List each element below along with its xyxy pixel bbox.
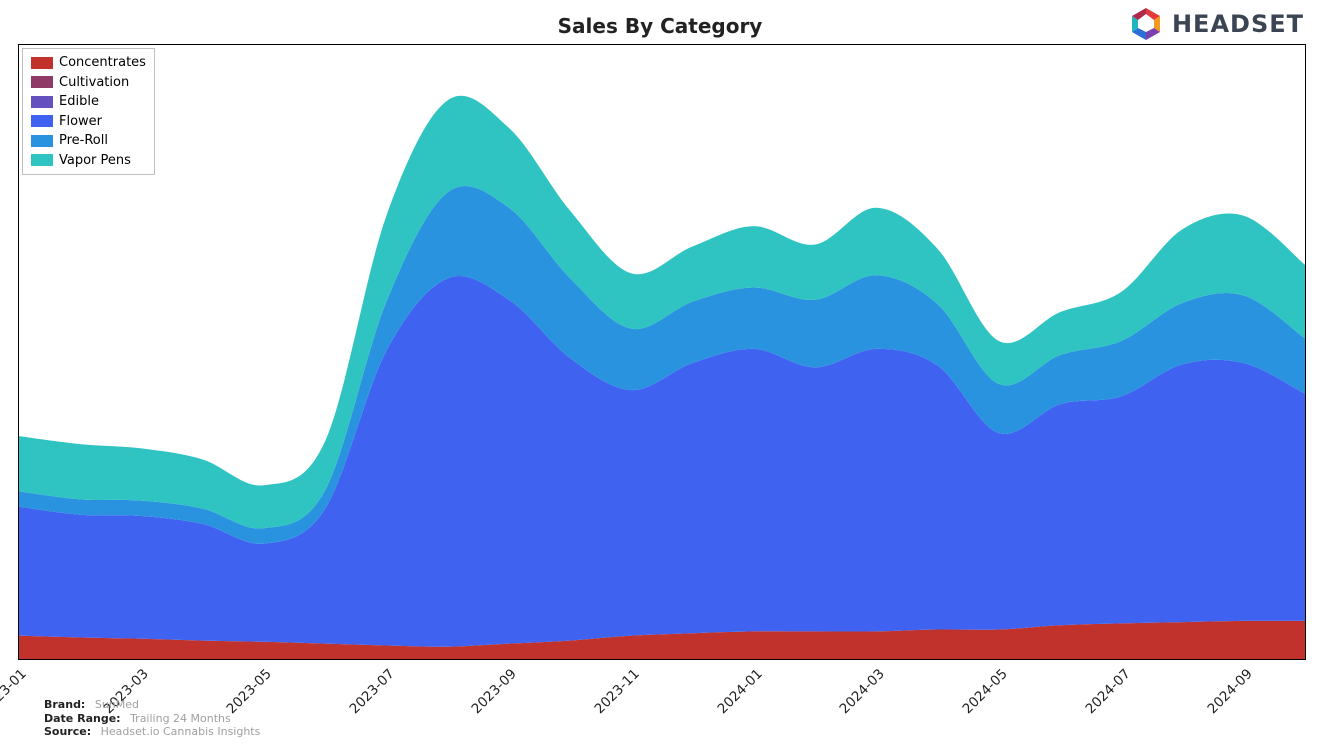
footer-brand-label: Brand: xyxy=(44,698,85,711)
legend-item-pre-roll: Pre-Roll xyxy=(31,131,146,151)
brand-logo-text: HEADSET xyxy=(1172,10,1304,38)
legend-label: Cultivation xyxy=(59,73,129,93)
legend-swatch xyxy=(31,154,53,166)
x-axis-label: 2024-05 xyxy=(959,666,1010,717)
footer-range-value: Trailing 24 Months xyxy=(130,712,231,725)
legend-label: Pre-Roll xyxy=(59,131,108,151)
x-axis-label: 2024-01 xyxy=(714,666,765,717)
legend-item-concentrates: Concentrates xyxy=(31,53,146,73)
legend-label: Vapor Pens xyxy=(59,151,131,171)
legend: ConcentratesCultivationEdibleFlowerPre-R… xyxy=(22,48,155,175)
x-axis-label: 2023-01 xyxy=(0,666,29,717)
legend-item-vapor-pens: Vapor Pens xyxy=(31,151,146,171)
chart-footer: Brand: SunMed Date Range: Trailing 24 Mo… xyxy=(44,698,260,738)
x-axis-label: 2024-09 xyxy=(1205,666,1256,717)
footer-source-value: Headset.io Cannabis Insights xyxy=(101,725,261,738)
footer-brand-value: SunMed xyxy=(95,698,139,711)
legend-label: Concentrates xyxy=(59,53,146,73)
area-plot xyxy=(19,45,1305,659)
footer-range-label: Date Range: xyxy=(44,712,121,725)
x-axis-label: 2023-09 xyxy=(469,666,520,717)
legend-swatch xyxy=(31,57,53,69)
legend-item-cultivation: Cultivation xyxy=(31,73,146,93)
footer-source-label: Source: xyxy=(44,725,91,738)
legend-label: Flower xyxy=(59,112,102,132)
legend-item-flower: Flower xyxy=(31,112,146,132)
chart-title: Sales By Category xyxy=(0,14,1320,38)
legend-swatch xyxy=(31,115,53,127)
legend-swatch xyxy=(31,76,53,88)
headset-icon xyxy=(1128,6,1164,42)
legend-swatch xyxy=(31,135,53,147)
x-axis-label: 2024-07 xyxy=(1082,666,1133,717)
legend-label: Edible xyxy=(59,92,99,112)
chart-area xyxy=(18,44,1306,660)
x-axis-label: 2023-07 xyxy=(346,666,397,717)
legend-item-edible: Edible xyxy=(31,92,146,112)
x-axis-label: 2023-11 xyxy=(591,666,642,717)
x-axis-label: 2024-03 xyxy=(837,666,888,717)
brand-logo: HEADSET xyxy=(1128,6,1304,42)
legend-swatch xyxy=(31,96,53,108)
